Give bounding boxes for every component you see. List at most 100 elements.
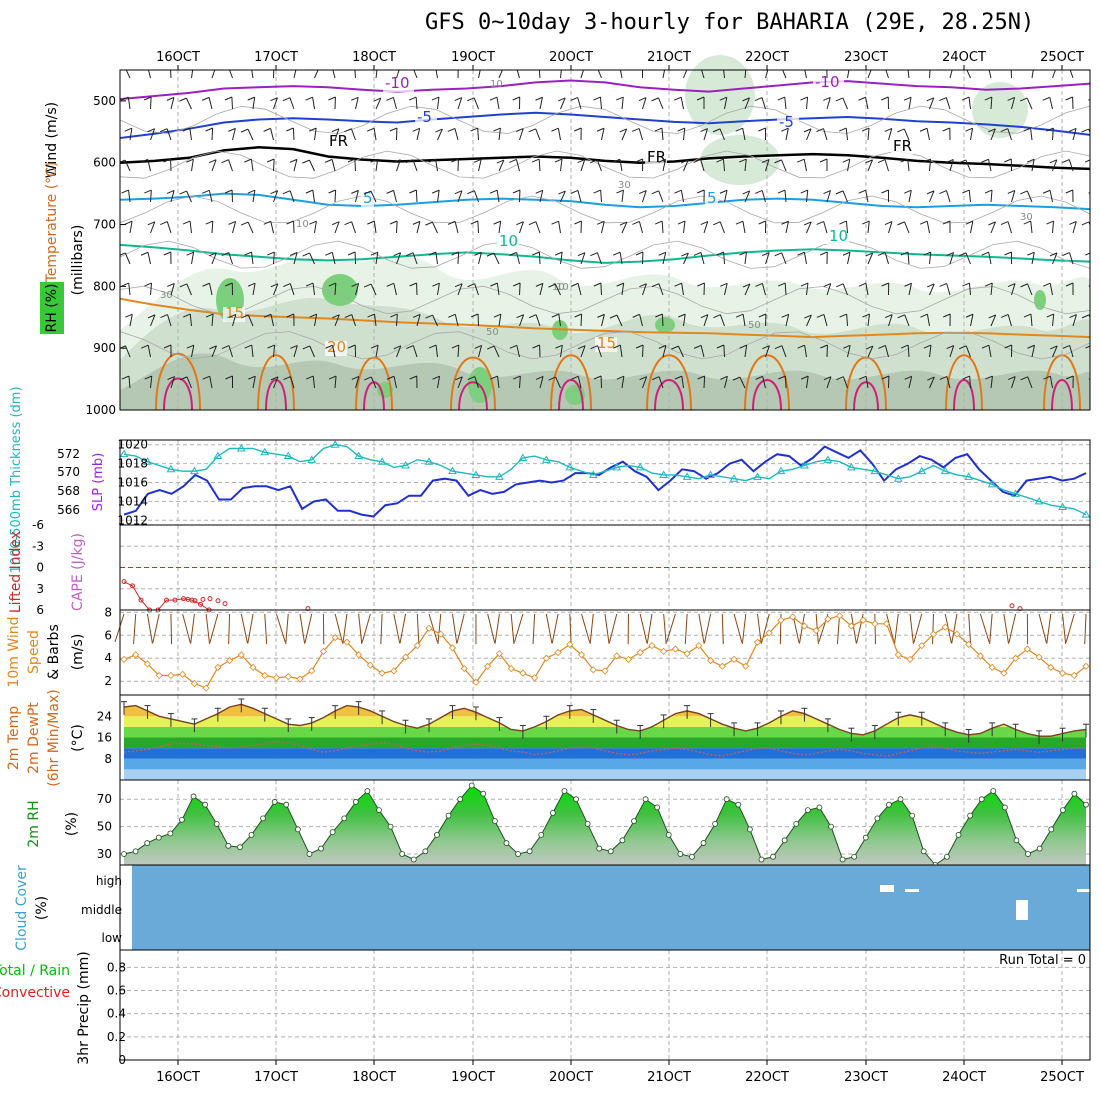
rh2m-point [689,853,695,860]
wind-barb-flag [548,283,556,288]
wind-barb-shaft [150,96,152,110]
rh2m-point [746,826,753,833]
rh2m-point [318,845,324,852]
wind-barb-shaft [846,313,848,327]
wind-barb-shaft [700,345,705,358]
rh2m-point [526,848,533,855]
rh2m-point [607,848,614,855]
isotherm-line [120,243,1090,264]
wind-barb-flag [224,189,233,194]
wind-barb-shaft [416,314,421,327]
surface-wind-barb [639,613,648,644]
wind-barb-flag [493,313,502,318]
wind-barb-shaft [1049,190,1053,203]
wind-speed-marker [214,663,222,671]
wind-barb-shaft [806,190,809,203]
top-xtick-label: 16OCT [156,50,200,65]
wind-speed-marker [577,651,586,659]
wind-speed-marker [378,669,386,677]
rh2m-point [584,820,591,827]
wind-barb-flag [965,127,973,132]
upper-ytick-label: 1000 [85,403,116,417]
wind-barb-shaft [191,159,194,172]
wind-speed-marker [1023,645,1031,653]
wind-barb-shaft [516,70,520,79]
wind-barb-flag [981,158,989,163]
wind-barb-shaft [150,221,156,234]
bottom-xtick-label: 24OCT [942,1070,986,1085]
wind-barb-shaft [373,128,377,141]
wind-barb-flag [654,220,663,225]
wind-speed-marker [660,647,668,655]
thickness-marker [846,462,856,471]
wind-barb-flag [862,313,870,318]
wind-barb-shaft [1031,345,1035,358]
upper-ytick-label: 900 [93,341,116,355]
wind-barb-shaft [1052,159,1058,172]
wind-barb-shaft [990,221,996,234]
wind-barb-shaft [373,221,377,234]
rh2m-point [967,812,973,819]
wind-barb-flag [247,282,256,287]
wind-barb-flag [555,344,563,349]
wind-barb-shaft [926,221,930,234]
surface-wind-barb [240,613,248,644]
wind-barb-flag [632,313,640,318]
wind-barb-flag [636,66,643,69]
bottom-xtick-label: 18OCT [352,1070,396,1085]
wind-barb-shaft [375,252,379,265]
wind-barb-flag [1062,345,1070,349]
wind-barb-flag [781,313,789,318]
rh-blob [322,274,358,306]
wind-barb-flag [658,158,666,163]
wind-barb-shaft [621,128,628,141]
wind-barb-shaft [127,97,131,110]
wind-barb-flag [1004,344,1012,349]
wind-barb-flag [270,283,278,288]
surface-wind-barb [209,613,219,643]
rh2m-point [642,796,649,803]
wind-speed-marker [847,622,855,630]
wind-barb-shaft [744,70,747,79]
slp-ytick-label: 1012 [117,513,148,527]
wind-barb-shaft [658,376,664,389]
upper-ytick-label: 500 [93,94,116,108]
wind-barb-shaft [784,190,787,203]
wind-barb-flag [554,251,563,256]
isotherm-label-bg [223,307,245,322]
wind-barb-shaft [312,97,315,110]
wind-barb-flag [513,375,521,380]
wind-barb-flag [720,375,728,380]
rh2m-point [1083,801,1089,808]
wind-barb-shaft [742,314,746,327]
rh2m-point [619,837,626,844]
wind-barb-flag [393,345,401,350]
wind-barb-flag [635,251,644,256]
wind-barb-flag [904,282,912,287]
wind-barb-shaft [888,128,893,141]
wind-barb-flag [147,128,155,133]
wind-barb-flag [451,344,460,349]
wind-barb-shaft [580,252,586,265]
wind-barb-flag [755,282,763,287]
temp-bands [124,704,1086,780]
wind-barb-flag [263,313,272,318]
wind-barb-flag [221,70,223,71]
surface-wind-barb [894,613,899,644]
wind-barb-flag [843,344,851,349]
wind-barb-shaft [273,283,279,296]
wind-barb-flag [943,313,951,318]
rh2m-point [503,840,510,846]
wind-barb-shaft [211,220,214,234]
wind-barb-shaft [619,252,623,265]
wind-barb-flag [244,66,251,69]
rh2m-point [596,845,603,852]
wind-barb-flag [528,128,536,133]
wind-barb-shaft [150,128,156,141]
wind-speed-marker [390,667,398,675]
wind-barb-flag [348,66,355,69]
wind-barb-shaft [228,252,233,265]
isotherm-25-line [458,381,488,410]
wind-barb-shaft [661,313,664,327]
wind-barb-flag [988,221,996,226]
